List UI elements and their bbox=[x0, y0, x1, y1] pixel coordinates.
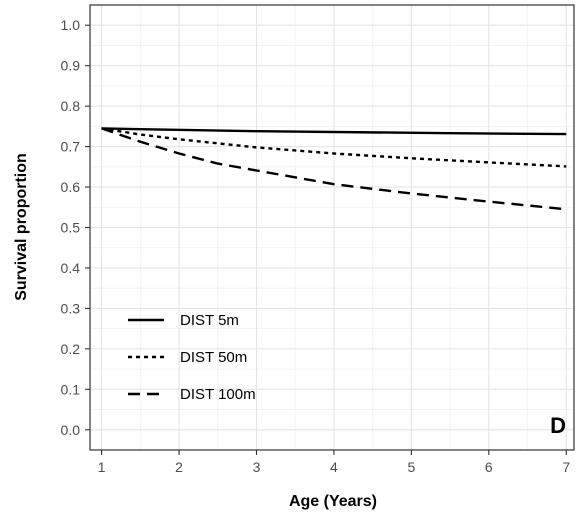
y-axis-title: Survival proportion bbox=[13, 153, 30, 301]
y-tick-label: 1.0 bbox=[61, 17, 81, 33]
series-layer bbox=[101, 127, 567, 211]
y-tick-label: 0.7 bbox=[61, 139, 81, 155]
y-tick-label: 0.8 bbox=[61, 98, 81, 114]
series-line-dist-5m bbox=[101, 127, 567, 136]
x-tick-label: 5 bbox=[407, 459, 415, 475]
legend: DIST 5m DIST 50m DIST 100m bbox=[128, 312, 256, 403]
panel-label: D bbox=[550, 413, 566, 438]
y-tick-label: 0.2 bbox=[61, 341, 81, 357]
grid-minor bbox=[90, 5, 574, 450]
grid-major bbox=[90, 5, 574, 450]
y-tick-label: 0.1 bbox=[61, 381, 81, 397]
series-line-dist-100m bbox=[101, 127, 567, 211]
y-tick-label: 0.5 bbox=[61, 220, 81, 236]
x-tick-label: 1 bbox=[98, 459, 106, 475]
y-axis-ticks: 0.0 0.1 0.2 0.3 0.4 0.5 0.6 0.7 0.8 0.9 1.0 bbox=[61, 17, 90, 438]
y-tick-label: 0.3 bbox=[61, 300, 81, 316]
x-tick-label: 3 bbox=[253, 459, 261, 475]
y-tick-label: 0.6 bbox=[61, 179, 81, 195]
legend-label: DIST 50m bbox=[180, 349, 247, 366]
legend-label: DIST 5m bbox=[180, 312, 239, 329]
y-tick-label: 0.0 bbox=[61, 422, 81, 438]
y-tick-label: 0.4 bbox=[61, 260, 81, 276]
x-axis-ticks: 1 2 3 4 5 6 7 bbox=[98, 450, 570, 475]
y-tick-label: 0.9 bbox=[61, 58, 81, 74]
x-tick-label: 2 bbox=[175, 459, 183, 475]
x-axis-title: Age (Years) bbox=[289, 493, 377, 510]
series-line-dist-50m bbox=[101, 127, 567, 168]
x-tick-label: 6 bbox=[485, 459, 493, 475]
x-tick-label: 4 bbox=[330, 459, 338, 475]
legend-label: DIST 100m bbox=[180, 386, 256, 403]
x-tick-label: 7 bbox=[562, 459, 570, 475]
